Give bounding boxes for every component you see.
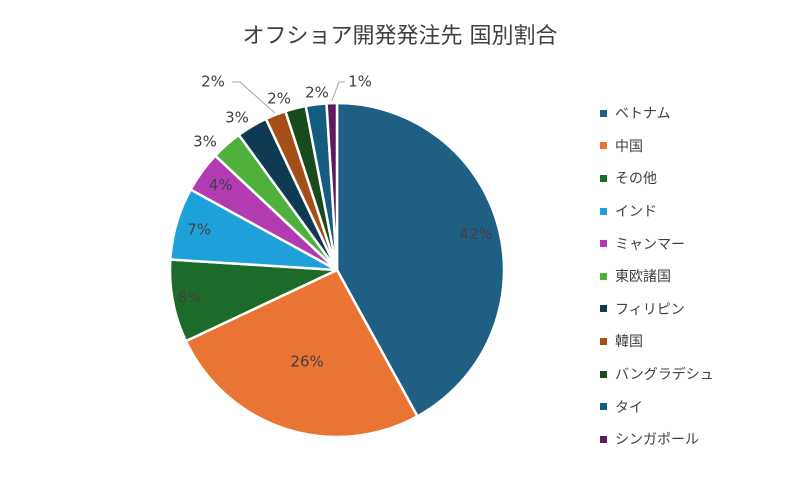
leader-line-11 xyxy=(331,81,345,102)
slice-label-5: 4% xyxy=(209,176,233,194)
legend-label: シンガポール xyxy=(615,432,699,449)
legend-item-9: バングラデシュ xyxy=(600,358,790,391)
slice-label-2: 26% xyxy=(290,353,323,371)
legend-swatch xyxy=(600,305,607,313)
legend-swatch xyxy=(600,370,607,378)
legend-swatch xyxy=(600,240,607,248)
legend-swatch xyxy=(600,403,607,411)
legend-item-4: インド xyxy=(600,195,790,228)
slice-label-3: 8% xyxy=(178,289,202,307)
legend: ベトナム中国その他インドミャンマー東欧諸国フィリピン韓国バングラデシュ タイシンガ… xyxy=(600,97,790,456)
legend-item-1: ベトナム xyxy=(600,97,790,130)
legend-item-6: 東欧諸国 xyxy=(600,260,790,293)
legend-label: 東欧諸国 xyxy=(615,269,671,286)
legend-label: バングラデシュ xyxy=(615,367,714,384)
slice-label-8: 2% xyxy=(201,73,225,91)
legend-label: インド xyxy=(615,204,657,221)
legend-label: ミャンマー xyxy=(615,236,685,253)
slice-label-9: 2% xyxy=(267,90,291,108)
legend-item-8: 韓国 xyxy=(600,325,790,358)
slice-label-6: 3% xyxy=(193,133,217,151)
pie-slice-1 xyxy=(335,101,506,419)
leader-line-8 xyxy=(232,81,276,114)
slice-label-1: 42% xyxy=(459,225,492,243)
legend-label: 中国 xyxy=(615,138,643,155)
legend-swatch xyxy=(600,337,607,345)
legend-swatch xyxy=(600,207,607,215)
legend-swatch xyxy=(600,142,607,150)
legend-label: 韓国 xyxy=(615,334,643,351)
legend-label: タイ xyxy=(615,399,643,416)
pie-slice-11 xyxy=(325,101,339,271)
legend-swatch xyxy=(600,109,607,117)
slice-label-4: 7% xyxy=(187,220,211,238)
slice-label-11: 1% xyxy=(348,73,372,91)
legend-swatch xyxy=(600,174,607,182)
legend-label: その他 xyxy=(615,171,657,188)
legend-item-7: フィリピン xyxy=(600,293,790,326)
legend-item-2: 中国 xyxy=(600,130,790,163)
pie-slice-2 xyxy=(184,268,420,439)
legend-swatch xyxy=(600,435,607,443)
legend-item-11: シンガポール xyxy=(600,423,790,456)
legend-item-3: その他 xyxy=(600,162,790,195)
legend-label: ベトナム xyxy=(615,106,671,123)
legend-item-5: ミャンマー xyxy=(600,227,790,260)
legend-item-10: タイ xyxy=(600,390,790,423)
chart-title: オフショア開発発注先 国別割合 xyxy=(242,24,558,49)
legend-label: フィリピン xyxy=(615,301,685,318)
slice-label-7: 3% xyxy=(225,109,249,127)
slice-label-10: 2% xyxy=(305,84,329,102)
legend-swatch xyxy=(600,272,607,280)
